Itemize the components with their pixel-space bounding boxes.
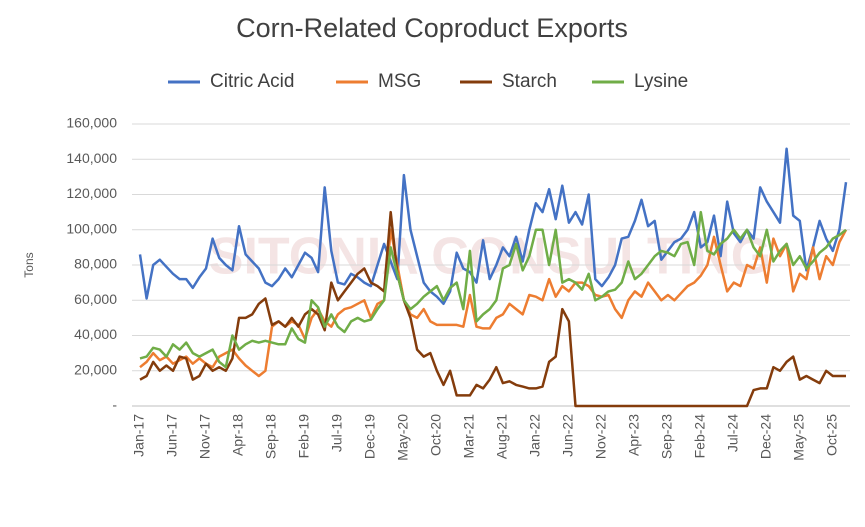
x-tick-label: Mar-21 xyxy=(461,414,477,459)
x-tick-label: Nov-22 xyxy=(593,414,609,459)
legend-label: MSG xyxy=(378,71,421,92)
x-tick-label: Jul-24 xyxy=(725,414,741,452)
legend-label: Citric Acid xyxy=(210,71,294,92)
x-tick-label: Jun-17 xyxy=(164,414,180,457)
x-tick-label: Feb-19 xyxy=(296,414,312,459)
x-tick-label: Oct-20 xyxy=(428,414,444,456)
y-tick-label: 140,000 xyxy=(66,150,117,166)
x-tick-label: Jul-19 xyxy=(329,414,345,452)
x-tick-label: Sep-18 xyxy=(263,414,279,459)
x-tick-label: Aug-21 xyxy=(494,414,510,459)
chart-title: Corn-Related Coproduct Exports xyxy=(236,13,628,43)
x-tick-label: May-20 xyxy=(395,414,411,461)
y-tick-label: 160,000 xyxy=(66,115,117,131)
x-tick-label: Apr-23 xyxy=(626,414,642,456)
y-tick-label: 100,000 xyxy=(66,220,117,236)
y-tick-label: 60,000 xyxy=(74,291,117,307)
y-axis-label: Tons xyxy=(22,252,36,277)
legend-label: Lysine xyxy=(634,71,688,92)
y-tick-label: 120,000 xyxy=(66,185,117,201)
x-tick-label: Jan-17 xyxy=(131,414,147,457)
x-tick-label: May-25 xyxy=(791,414,807,461)
y-tick-label: 20,000 xyxy=(74,361,117,377)
x-tick-label: Dec-24 xyxy=(758,414,774,459)
legend-label: Starch xyxy=(502,71,557,92)
y-tick-label: 80,000 xyxy=(74,256,117,272)
series-line xyxy=(139,228,848,378)
series-line xyxy=(139,210,847,369)
x-tick-label: Feb-24 xyxy=(692,414,708,459)
x-tick-label: Dec-19 xyxy=(362,414,378,459)
x-tick-label: Jan-22 xyxy=(527,414,543,457)
x-tick-label: Oct-25 xyxy=(824,414,840,456)
x-tick-label: Sep-23 xyxy=(659,414,675,459)
x-tick-label: Nov-17 xyxy=(197,414,213,459)
y-tick-label: 40,000 xyxy=(74,326,117,342)
y-tick-label: - xyxy=(112,397,117,413)
x-tick-label: Apr-18 xyxy=(230,414,246,456)
series-line xyxy=(139,210,846,408)
series-line xyxy=(138,147,848,306)
x-tick-label: Jun-22 xyxy=(560,414,576,457)
